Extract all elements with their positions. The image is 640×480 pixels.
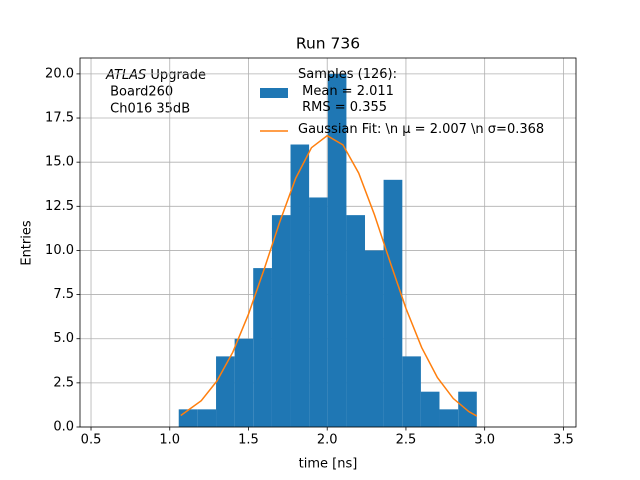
x-tick-label: 1.5: [238, 433, 259, 448]
y-axis-label: Entries: [20, 220, 35, 266]
annotation: ATLAS Upgrade: [105, 68, 206, 83]
x-tick-label: 2.5: [396, 433, 417, 448]
x-tick-label: 1.0: [159, 433, 180, 448]
legend-label: Samples (126): Mean = 2.011 RMS = 0.355: [298, 67, 397, 115]
bar: [178, 409, 198, 427]
bar: [327, 73, 347, 427]
bar: [383, 179, 403, 427]
chart-title: Run 736: [296, 35, 360, 53]
axes-frame: [79, 57, 577, 428]
bar: [271, 215, 291, 427]
x-tick-label: 2.0: [317, 433, 338, 448]
bar: [234, 338, 254, 427]
annotation: Board260: [106, 85, 173, 100]
x-axis-label: time [ns]: [299, 457, 358, 472]
y-tick-label: 7.5: [53, 287, 74, 302]
annotation-text: Upgrade: [150, 68, 206, 83]
x-tick-label: 0.5: [81, 433, 102, 448]
annotation-italic: ATLAS: [105, 68, 146, 83]
fit-line: [180, 134, 478, 417]
bar: [309, 197, 328, 427]
y-tick-label: 10.0: [45, 243, 74, 258]
legend-patch: [260, 88, 288, 98]
y-tick-label: 5.0: [53, 331, 74, 346]
y-tick-label: 15.0: [45, 155, 74, 170]
x-tick-label: 3.0: [474, 433, 495, 448]
bar: [439, 409, 459, 427]
bar: [197, 409, 217, 427]
bar: [346, 215, 366, 427]
y-tick-label: 0.0: [53, 420, 74, 435]
annotation: Ch016 35dB: [106, 102, 190, 117]
bar: [365, 250, 384, 427]
bar: [458, 391, 477, 427]
y-tick-label: 2.5: [53, 375, 74, 390]
x-tick-label: 3.5: [553, 433, 574, 448]
bar: [402, 356, 421, 427]
y-tick-label: 17.5: [45, 111, 74, 126]
y-tick-label: 12.5: [45, 199, 74, 214]
y-tick-label: 20.0: [45, 66, 74, 81]
bar: [290, 144, 310, 427]
legend-label: Gaussian Fit: \n μ = 2.007 \n σ=0.368: [298, 122, 545, 137]
bar: [253, 268, 272, 427]
bar: [420, 391, 440, 427]
